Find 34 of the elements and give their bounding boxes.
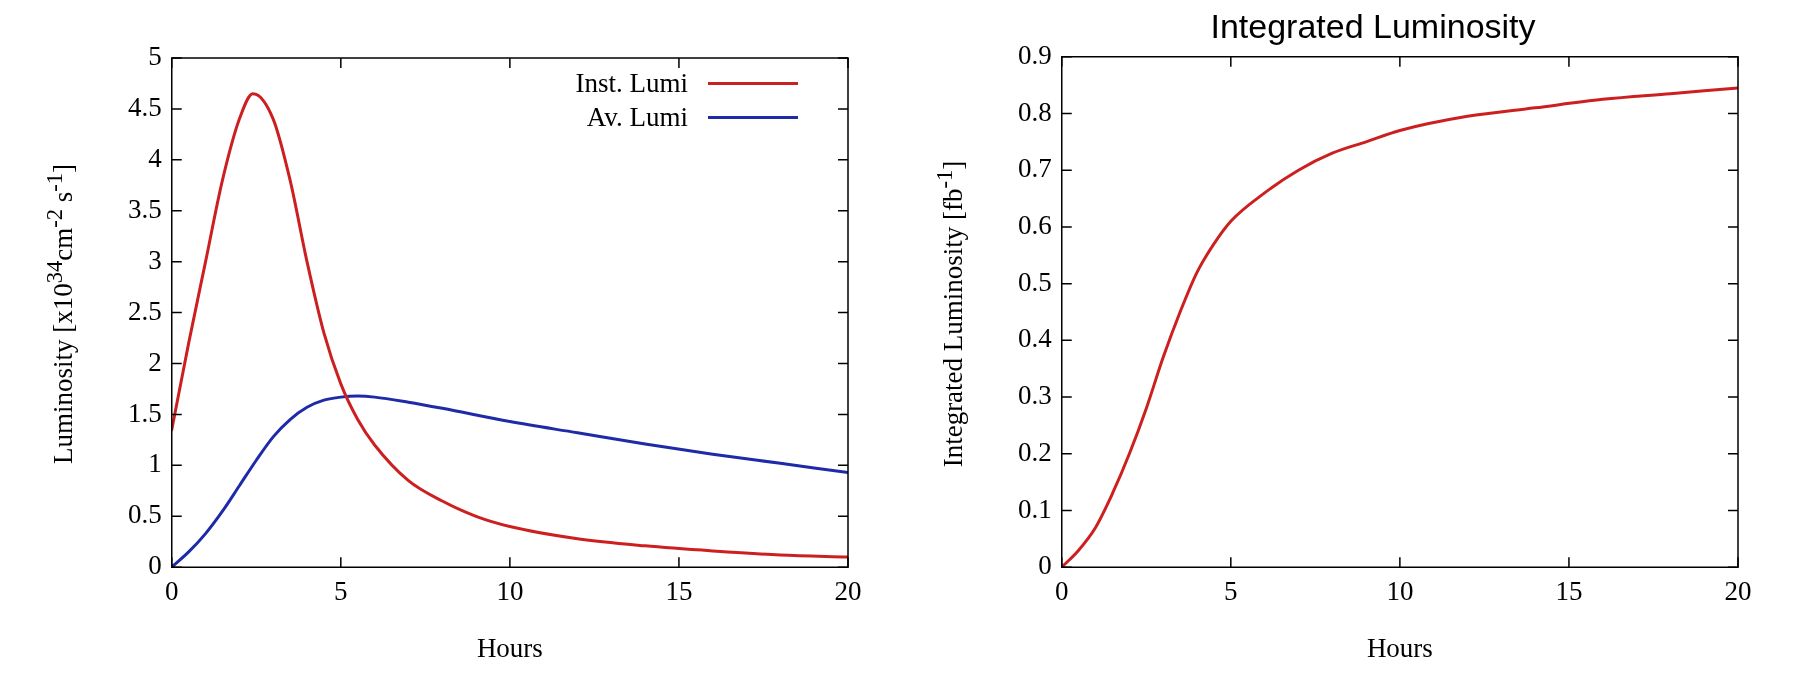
- y-tick-label: 0.3: [1018, 380, 1052, 411]
- x-tick-label: 5: [1224, 576, 1238, 607]
- y-tick-label: 1.5: [128, 397, 162, 428]
- y-tick-label: 0.5: [128, 499, 162, 530]
- y-tick-label: 0.4: [1018, 323, 1053, 354]
- y-tick-label: 0.2: [1018, 436, 1052, 467]
- y-tick-label: 0.7: [1018, 153, 1052, 184]
- y-tick-label: 3: [148, 244, 162, 275]
- x-tick-label: 5: [334, 576, 348, 607]
- x-tick-label: 10: [496, 576, 524, 607]
- y-tick-label: 0: [1038, 550, 1052, 581]
- y-tick-label: 0.6: [1018, 210, 1052, 241]
- y-tick-label: 0.1: [1018, 493, 1052, 524]
- y-tick-label: 0: [148, 550, 162, 581]
- y-tick-label: 0.8: [1018, 96, 1052, 127]
- x-axis-title: Hours: [1366, 632, 1433, 663]
- y-tick-label: 0.5: [1018, 266, 1052, 297]
- legend-label: Inst. Lumi: [575, 67, 688, 100]
- x-axis-title: Hours: [476, 632, 543, 663]
- y-tick-label: 0.9: [1018, 39, 1052, 70]
- x-tick-label: 15: [665, 576, 693, 607]
- y-tick-label: 2: [148, 346, 162, 377]
- chart-title: Integrated Luminosity: [1210, 6, 1536, 45]
- x-tick-label: 20: [1724, 576, 1752, 607]
- y-tick-label: 5: [148, 41, 162, 72]
- x-tick-label: 15: [1555, 576, 1583, 607]
- x-tick-label: 20: [834, 576, 862, 607]
- y-tick-label: 4: [148, 142, 163, 173]
- legend-label: Av. Lumi: [586, 101, 688, 134]
- y-tick-label: 1: [148, 448, 162, 479]
- x-tick-label: 10: [1386, 576, 1414, 607]
- y-tick-label: 2.5: [128, 295, 162, 326]
- y-tick-label: 4.5: [128, 92, 162, 123]
- y-tick-label: 3.5: [128, 193, 162, 224]
